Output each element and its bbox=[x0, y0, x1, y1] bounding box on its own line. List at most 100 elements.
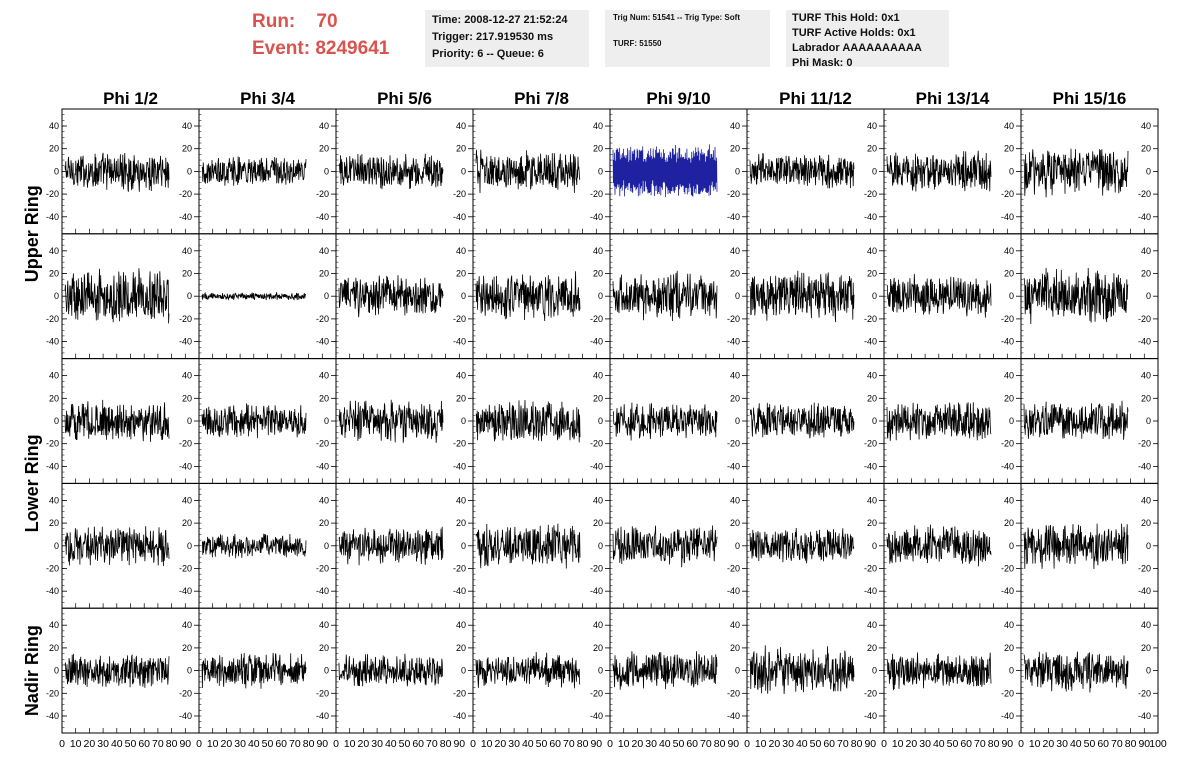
y-tick-label: -20 bbox=[46, 189, 59, 199]
waveform-trace bbox=[64, 268, 170, 324]
waveform-trace bbox=[749, 402, 855, 439]
y-tick-label: -20 bbox=[179, 563, 192, 573]
waveform-trace bbox=[612, 144, 718, 198]
waveform-trace bbox=[64, 526, 170, 567]
x-tick-label: 70 bbox=[152, 738, 164, 750]
waveform-trace bbox=[338, 653, 444, 687]
y-tick-label: 40 bbox=[49, 246, 59, 256]
y-tick-label: 40 bbox=[456, 495, 466, 505]
y-tick-label: 20 bbox=[456, 518, 466, 528]
y-tick-label: 20 bbox=[49, 393, 59, 403]
y-tick-label: 0 bbox=[461, 291, 466, 301]
column-title: Phi 5/6 bbox=[377, 89, 432, 108]
y-tick-label: 20 bbox=[49, 518, 59, 528]
y-tick-label: -40 bbox=[46, 711, 59, 721]
x-tick-label: 10 bbox=[892, 738, 904, 750]
y-tick-label: -40 bbox=[1001, 586, 1014, 596]
y-tick-label: -40 bbox=[179, 337, 192, 347]
y-tick-label: -20 bbox=[316, 563, 329, 573]
x-tick-label: 50 bbox=[536, 738, 548, 750]
waveform-trace bbox=[338, 526, 444, 566]
x-tick-label: 80 bbox=[303, 738, 315, 750]
y-tick-label: 40 bbox=[182, 121, 192, 131]
y-tick-label: 0 bbox=[187, 291, 192, 301]
y-tick-label: -40 bbox=[727, 212, 740, 222]
y-tick-label: 20 bbox=[1004, 269, 1014, 279]
y-tick-label: 0 bbox=[1009, 416, 1014, 426]
y-tick-label: 0 bbox=[735, 416, 740, 426]
y-tick-label: -20 bbox=[1001, 439, 1014, 449]
priority-line: Priority: 6 -- Queue: 6 bbox=[432, 48, 544, 60]
waveform-trace bbox=[1023, 148, 1129, 198]
waveform-trace bbox=[475, 399, 581, 443]
y-tick-label: 0 bbox=[54, 166, 59, 176]
x-tick-label: 20 bbox=[495, 738, 507, 750]
waveform-trace bbox=[475, 149, 581, 194]
column-title: Phi 15/16 bbox=[1053, 89, 1127, 108]
x-tick-label: 90 bbox=[1001, 738, 1013, 750]
y-tick-label: -20 bbox=[46, 563, 59, 573]
x-tick-label: 20 bbox=[84, 738, 96, 750]
x-tick-label: 60 bbox=[686, 738, 698, 750]
x-tick-label: 90 bbox=[316, 738, 328, 750]
column-title: Phi 11/12 bbox=[779, 89, 852, 108]
y-tick-label: -20 bbox=[1001, 688, 1014, 698]
y-tick-label: -20 bbox=[46, 439, 59, 449]
column-title: Phi 9/10 bbox=[646, 89, 710, 108]
waveform-trace bbox=[612, 525, 718, 568]
y-tick-label: -20 bbox=[1001, 314, 1014, 324]
x-tick-label: 50 bbox=[1084, 738, 1096, 750]
y-tick-label: -40 bbox=[453, 337, 466, 347]
y-tick-label: 40 bbox=[49, 121, 59, 131]
row-title: Nadir Ring bbox=[22, 625, 42, 716]
y-tick-label: -40 bbox=[864, 711, 877, 721]
run-value: 70 bbox=[316, 11, 338, 32]
x-tick-label: 40 bbox=[111, 738, 123, 750]
y-tick-label: 20 bbox=[319, 518, 329, 528]
y-tick-label: 40 bbox=[319, 121, 329, 131]
y-tick-label: -20 bbox=[179, 439, 192, 449]
y-tick-label: -40 bbox=[316, 461, 329, 471]
y-tick-label: 40 bbox=[1141, 121, 1151, 131]
y-tick-label: 20 bbox=[49, 144, 59, 154]
y-tick-label: -40 bbox=[1001, 212, 1014, 222]
y-tick-label: 40 bbox=[1141, 620, 1151, 630]
x-tick-label: 10 bbox=[344, 738, 356, 750]
y-tick-label: -20 bbox=[179, 688, 192, 698]
y-tick-label: -20 bbox=[727, 314, 740, 324]
row-title: Upper Ring bbox=[22, 185, 42, 282]
waveform-trace bbox=[201, 291, 307, 301]
x-tick-label: 10 bbox=[755, 738, 767, 750]
y-tick-label: 40 bbox=[867, 246, 877, 256]
y-tick-label: -40 bbox=[46, 461, 59, 471]
x-tick-label: 0 bbox=[881, 738, 887, 750]
waveform-trace bbox=[612, 402, 718, 441]
y-tick-label: 0 bbox=[461, 666, 466, 676]
x-tick-label: 80 bbox=[988, 738, 1000, 750]
y-tick-label: 40 bbox=[1004, 495, 1014, 505]
y-tick-label: -40 bbox=[727, 586, 740, 596]
y-tick-label: -40 bbox=[590, 337, 603, 347]
y-tick-label: -40 bbox=[46, 212, 59, 222]
y-tick-label: -40 bbox=[1138, 212, 1151, 222]
y-tick-label: 20 bbox=[1141, 393, 1151, 403]
y-tick-label: -20 bbox=[864, 189, 877, 199]
y-tick-label: 0 bbox=[461, 416, 466, 426]
y-tick-label: 20 bbox=[730, 269, 740, 279]
y-tick-label: 20 bbox=[456, 643, 466, 653]
y-tick-label: -20 bbox=[864, 439, 877, 449]
y-tick-label: -40 bbox=[864, 337, 877, 347]
y-tick-label: 40 bbox=[49, 371, 59, 381]
x-tick-label: 60 bbox=[138, 738, 150, 750]
waveform-trace bbox=[201, 156, 307, 186]
x-tick-label: 30 bbox=[97, 738, 109, 750]
y-tick-label: 0 bbox=[1146, 416, 1151, 426]
column-title: Phi 13/14 bbox=[916, 89, 990, 108]
x-tick-label: 0 bbox=[196, 738, 202, 750]
time-info-box: Time: 2008-12-27 21:52:24 Trigger: 217.9… bbox=[425, 10, 589, 67]
x-tick-label: 70 bbox=[289, 738, 301, 750]
y-tick-label: 20 bbox=[49, 269, 59, 279]
x-tick-label: 60 bbox=[549, 738, 561, 750]
x-tick-label: 30 bbox=[645, 738, 657, 750]
